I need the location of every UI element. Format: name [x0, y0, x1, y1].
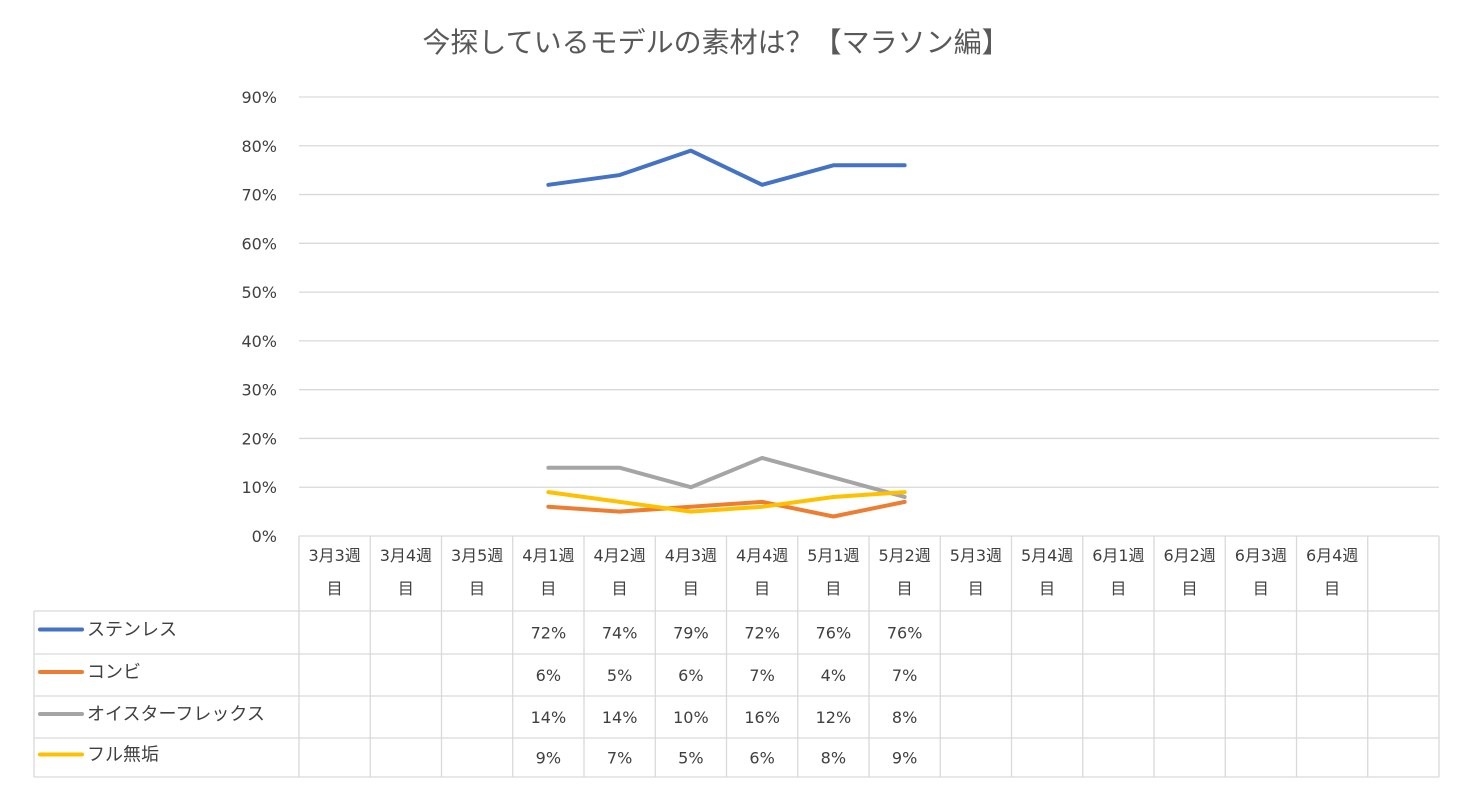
x-category-label: 4月2週: [593, 546, 645, 565]
table-cell-value: 6%: [678, 666, 703, 685]
y-tick-label: 90%: [241, 88, 277, 107]
x-category-label: 3月4週: [380, 546, 432, 565]
table-cell-value: 7%: [607, 749, 632, 768]
series-line: [546, 455, 907, 499]
x-category-label: 4月3週: [665, 546, 717, 565]
y-tick-label: 20%: [241, 429, 277, 448]
table-cell-value: 5%: [678, 749, 703, 768]
y-tick-label: 0%: [252, 527, 277, 546]
series-lines: [546, 148, 907, 519]
table-cell-value: 4%: [821, 666, 846, 685]
table-cell-value: 14%: [531, 708, 567, 727]
legend-label: ステンレス: [87, 620, 177, 641]
table-cell-value: 76%: [816, 624, 852, 643]
x-category-label-line2: 目: [327, 579, 343, 598]
x-category-label: 5月1週: [807, 546, 859, 565]
x-category-label-line2: 目: [683, 579, 699, 598]
x-category-label: 4月1週: [522, 546, 574, 565]
table-cell-value: 6%: [749, 749, 774, 768]
x-category-label-line2: 目: [469, 579, 485, 598]
x-category-label-line2: 目: [1039, 579, 1055, 598]
y-tick-label: 60%: [241, 234, 277, 253]
table-cell-value: 9%: [892, 749, 917, 768]
series-line: [546, 490, 907, 514]
x-category-label-line2: 目: [398, 579, 414, 598]
y-tick-label: 70%: [241, 186, 277, 205]
x-category-label: 6月3週: [1235, 546, 1287, 565]
y-tick-label: 40%: [241, 332, 277, 351]
x-category-label: 6月2週: [1163, 546, 1215, 565]
x-category-label: 3月5週: [451, 546, 503, 565]
table-cell-value: 74%: [602, 624, 638, 643]
x-category-label-line2: 目: [612, 579, 628, 598]
table-cell-value: 14%: [602, 708, 638, 727]
legend-label: オイスターフレックス: [87, 704, 265, 725]
y-tick-label: 30%: [241, 381, 277, 400]
table-cell-value: 10%: [673, 708, 709, 727]
y-tick-label: 50%: [241, 283, 277, 302]
table-cell-value: 5%: [607, 666, 632, 685]
table-cell-value: 8%: [821, 749, 846, 768]
table-cell-value: 16%: [744, 708, 780, 727]
table-cell-value: 8%: [892, 708, 917, 727]
x-category-label: 6月4週: [1306, 546, 1358, 565]
x-category-label: 4月4週: [736, 546, 788, 565]
series-line: [546, 499, 907, 519]
x-category-label: 5月3週: [950, 546, 1002, 565]
table-cell-value: 72%: [531, 624, 567, 643]
x-category-label: 6月1週: [1092, 546, 1144, 565]
table-cell-value: 7%: [892, 666, 917, 685]
chart-title: 今探しているモデルの素材は？【マラソン編】: [422, 26, 1009, 59]
x-category-label-line2: 目: [1324, 579, 1340, 598]
x-category-label-line2: 目: [968, 579, 984, 598]
table-cell-value: 72%: [744, 624, 780, 643]
table-cell-value: 7%: [749, 666, 774, 685]
table-cell-value: 79%: [673, 624, 709, 643]
y-tick-label: 10%: [241, 478, 277, 497]
table-cell-value: 9%: [536, 749, 561, 768]
legend-label: コンビ: [87, 662, 141, 683]
gridlines: [299, 96, 1439, 488]
x-category-label-line2: 目: [1253, 579, 1269, 598]
table-cell-value: 12%: [816, 708, 852, 727]
series-line: [546, 148, 907, 187]
table-cell-value: 6%: [536, 666, 561, 685]
table-cell-value: 76%: [887, 624, 923, 643]
x-category-label-line2: 目: [897, 579, 913, 598]
y-tick-label: 80%: [241, 137, 277, 156]
x-category-label-line2: 目: [1182, 579, 1198, 598]
x-category-label: 3月3週: [308, 546, 360, 565]
x-category-label-line2: 目: [1110, 579, 1126, 598]
x-category-label-line2: 目: [825, 579, 841, 598]
x-category-label: 5月2週: [878, 546, 930, 565]
x-category-label-line2: 目: [540, 579, 556, 598]
legend-label: フル無垢: [87, 745, 159, 766]
y-axis-ticks: 0% 10% 20% 30% 40% 50% 60% 70% 80% 90%: [241, 88, 277, 546]
x-category-label: 5月4週: [1021, 546, 1073, 565]
x-category-label-line2: 目: [754, 579, 770, 598]
